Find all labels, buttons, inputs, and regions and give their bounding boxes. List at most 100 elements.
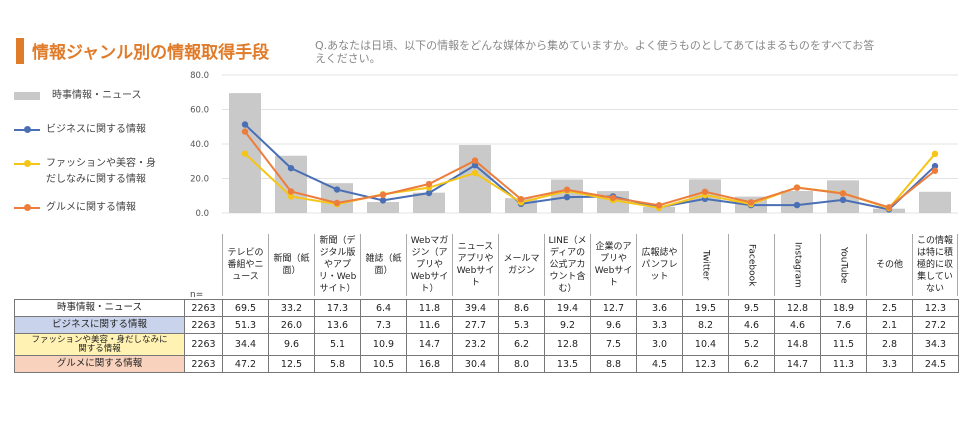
table-cell: 5.1 <box>314 333 361 356</box>
table-cell: 4.6 <box>774 316 821 334</box>
table-cell: 6.2 <box>498 333 545 356</box>
table-cell: 33.2 <box>268 299 315 317</box>
legend-label: ファッションや美容・身 だしなみに関する情報 <box>46 158 156 185</box>
table-cell: 27.2 <box>912 316 959 334</box>
table-cell: 18.9 <box>820 299 867 317</box>
table-cell: 5.3 <box>498 316 545 334</box>
bar <box>275 155 307 213</box>
table-cell: 4.5 <box>636 355 683 373</box>
table-cell: 7.5 <box>590 333 637 356</box>
table-row-label: 時事情報・ニュース <box>14 299 185 317</box>
table-cell: 6.2 <box>728 355 775 373</box>
line-point <box>931 150 939 158</box>
table-cell: 9.2 <box>544 316 591 334</box>
table-cell: 11.6 <box>406 316 453 334</box>
line-point <box>931 167 939 174</box>
table-cell: 14.7 <box>406 333 453 356</box>
table-cell: 8.0 <box>498 355 545 373</box>
table-n-cell: 2263 <box>184 355 223 373</box>
category-label: 新聞（紙面） <box>268 234 314 296</box>
table-cell: 9.5 <box>728 299 775 317</box>
category-label: メールマガジン <box>498 234 544 296</box>
table-cell: 8.6 <box>498 299 545 317</box>
table-cell: 2.1 <box>866 316 913 334</box>
line-point <box>425 180 433 188</box>
table-cell: 10.5 <box>360 355 407 373</box>
table-cell: 10.4 <box>682 333 729 356</box>
line-point <box>425 189 433 197</box>
table-cell: 12.3 <box>912 299 959 317</box>
legend-marker <box>24 204 31 211</box>
y-tick-label: 60.0 <box>190 106 209 116</box>
table-n-cell: 2263 <box>184 316 223 334</box>
table-cell: 10.9 <box>360 333 407 356</box>
bar <box>413 192 445 213</box>
y-tick-label: 20.0 <box>190 175 209 185</box>
table-cell: 3.0 <box>636 333 683 356</box>
table-cell: 47.2 <box>222 355 269 373</box>
legend-label: 時事情報・ニュース <box>52 90 142 101</box>
table-cell: 26.0 <box>268 316 315 334</box>
line-point <box>287 164 295 172</box>
n-label: n= <box>190 290 204 300</box>
legend-swatch <box>14 160 40 167</box>
category-label: Webマガジン（アプリやWebサイト） <box>406 234 452 296</box>
category-label: Instagram <box>774 234 820 296</box>
table-cell: 14.8 <box>774 333 821 356</box>
survey-question: Q.あなたは日頃、以下の情報をどんな媒体から集めていますか。よく使うものとしてあ… <box>315 39 875 65</box>
table-cell: 12.5 <box>268 355 315 373</box>
category-label: 企業のアプリやWebサイト <box>590 234 636 296</box>
table-cell: 4.6 <box>728 316 775 334</box>
table-cell: 5.2 <box>728 333 775 356</box>
table-cell: 19.5 <box>682 299 729 317</box>
table-cell: 34.4 <box>222 333 269 356</box>
table-row-label: ファッションや美容・身だしなみに 関する情報 <box>14 333 185 356</box>
table-cell: 3.3 <box>866 355 913 373</box>
line-point <box>747 199 755 206</box>
table-cell: 3.3 <box>636 316 683 334</box>
table-cell: 69.5 <box>222 299 269 317</box>
bar <box>367 201 399 213</box>
legend-marker <box>24 160 31 167</box>
line-point <box>609 194 617 202</box>
title-accent-bar <box>16 38 24 64</box>
category-label: LINE（メディアの公式アカウント含む） <box>544 234 590 296</box>
line-point <box>287 188 295 195</box>
table-cell: 5.8 <box>314 355 361 373</box>
category-label: その他 <box>866 234 912 296</box>
line-point <box>379 197 387 204</box>
table-cell: 7.6 <box>820 316 867 334</box>
table-cell: 27.7 <box>452 316 499 334</box>
table-cell: 30.4 <box>452 355 499 373</box>
table-cell: 3.6 <box>636 299 683 317</box>
table-cell: 8.8 <box>590 355 637 373</box>
category-label: Twitter <box>682 234 728 296</box>
table-cell: 39.4 <box>452 299 499 317</box>
table-cell: 51.3 <box>222 316 269 334</box>
line-point <box>563 186 571 193</box>
series-line <box>244 130 936 209</box>
table-cell: 23.2 <box>452 333 499 356</box>
line-point <box>793 201 801 209</box>
category-label: 広報誌やパンフレット <box>636 234 682 296</box>
chart-title: 情報ジャンル別の情報取得手段 <box>32 43 270 63</box>
category-label: YouTube <box>820 234 866 296</box>
line-point <box>333 186 341 193</box>
table-cell: 9.6 <box>590 316 637 334</box>
line-point <box>517 196 525 203</box>
table-row-label: グルメに関する情報 <box>14 355 185 373</box>
legend-swatch <box>14 92 40 100</box>
table-row: グルメに関する情報 2263 47.2 12.5 5.8 10.5 16.8 30.4 8.0 1… <box>14 355 959 373</box>
legend-marker <box>24 126 31 133</box>
line-point <box>701 188 709 195</box>
table-cell: 11.5 <box>820 333 867 356</box>
table-cell: 9.6 <box>268 333 315 356</box>
legend-label: グルメに関する情報 <box>46 202 136 213</box>
line-point <box>333 199 341 207</box>
line-point <box>839 196 847 204</box>
table-cell: 17.3 <box>314 299 361 317</box>
line-point <box>241 150 249 157</box>
table-cell: 11.8 <box>406 299 453 317</box>
line-point <box>931 162 939 170</box>
table-row: ファッションや美容・身だしなみに 関する情報 2263 34.4 9.6 5.1 10.9 1… <box>14 333 959 356</box>
